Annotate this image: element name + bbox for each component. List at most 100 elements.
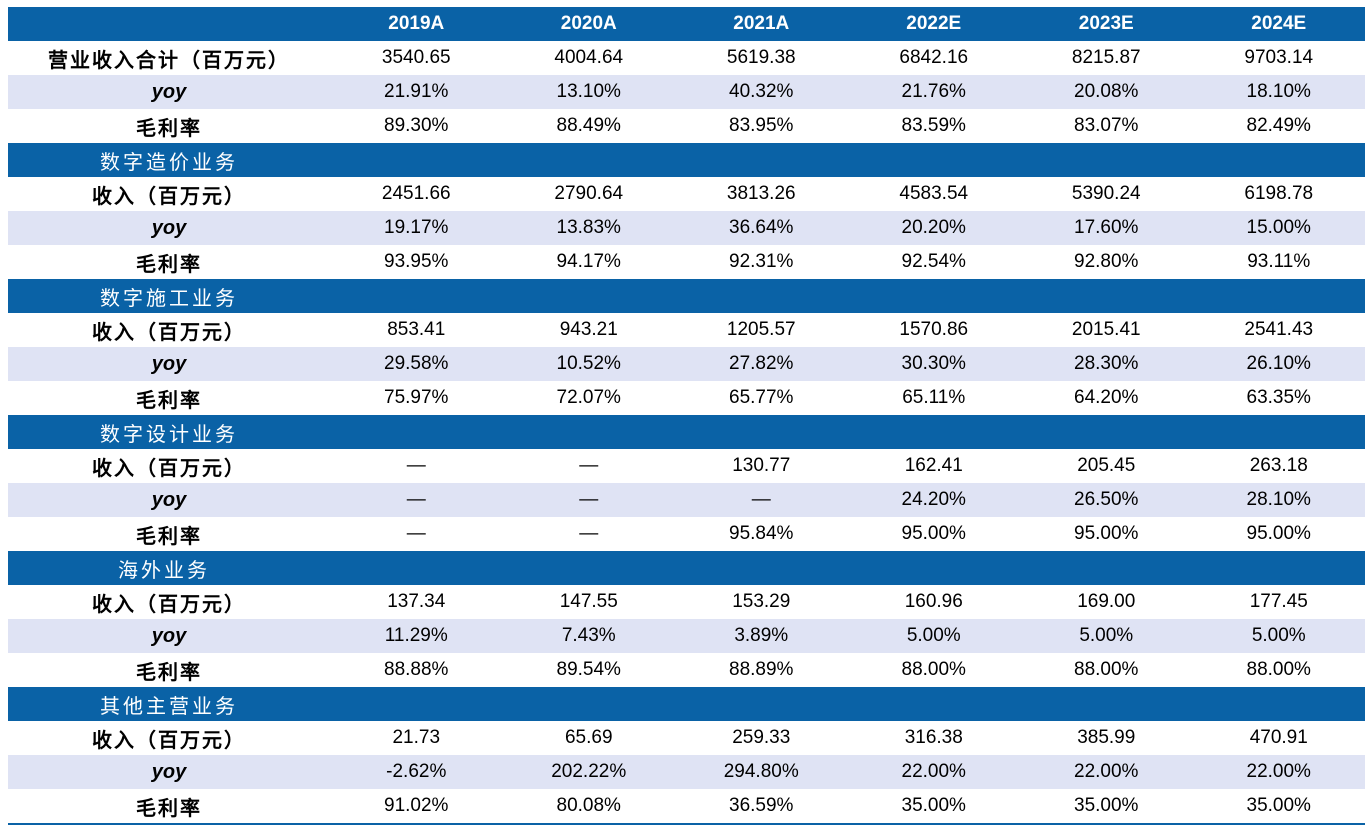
table-row: 毛利率 88.88% 89.54% 88.89% 88.00% 88.00% 8… — [8, 653, 1365, 687]
row-label: 毛利率 — [136, 795, 202, 820]
table-cell: 177.45 — [1249, 591, 1308, 612]
section-header-digital-construction: 数字施工业务 — [8, 279, 1365, 313]
table-cell: 8215.87 — [1071, 47, 1141, 68]
table-cell: 83.07% — [1074, 115, 1139, 136]
table-cell: 92.80% — [1074, 251, 1139, 272]
table-cell: 83.95% — [729, 115, 794, 136]
section-title: 其他主营业务 — [8, 687, 1365, 721]
header-cell-2022e: 2022E — [847, 7, 1020, 41]
table-cell: 27.82% — [675, 347, 848, 381]
table-cell: 92.31% — [729, 251, 794, 272]
table-cell: 30.30% — [847, 347, 1020, 381]
table-cell: 82.49% — [1246, 115, 1311, 136]
header-cell-label — [8, 7, 330, 41]
header-cell-2021a: 2021A — [675, 7, 848, 41]
row-label: yoy — [8, 211, 330, 245]
table-cell: 75.97% — [384, 387, 449, 408]
row-label: yoy — [8, 619, 330, 653]
table-cell: 10.52% — [502, 347, 675, 381]
row-label: 收入（百万元） — [92, 183, 246, 208]
table-cell: 80.08% — [556, 795, 621, 816]
table-cell: 169.00 — [1077, 591, 1136, 612]
table-cell: 95.00% — [1074, 523, 1139, 544]
table-cell: 88.00% — [901, 659, 966, 680]
table-cell: 20.08% — [1020, 75, 1193, 109]
table-cell: 4004.64 — [554, 47, 624, 68]
table-cell: 470.91 — [1249, 727, 1308, 748]
table-cell: 19.17% — [330, 211, 503, 245]
table-cell: 89.54% — [556, 659, 621, 680]
table-cell: 2790.64 — [554, 183, 624, 204]
section-header-other-main-business: 其他主营业务 — [8, 687, 1365, 721]
table-cell: 94.17% — [556, 251, 621, 272]
table-cell: 20.20% — [847, 211, 1020, 245]
table-cell: 9703.14 — [1244, 47, 1314, 68]
table-cell: 5.00% — [1192, 619, 1365, 653]
row-label: yoy — [8, 483, 330, 517]
table-cell: 22.00% — [1192, 755, 1365, 789]
table-row: 收入（百万元） 2451.66 2790.64 3813.26 4583.54 … — [8, 177, 1365, 211]
table-cell: 22.00% — [847, 755, 1020, 789]
section-title: 数字设计业务 — [8, 415, 1365, 449]
table-cell: 21.91% — [330, 75, 503, 109]
table-cell: 95.84% — [729, 523, 794, 544]
header-row: 2019A 2020A 2021A 2022E 2023E 2024E — [8, 7, 1365, 41]
table-cell: 63.35% — [1246, 387, 1311, 408]
table-cell: — — [406, 455, 426, 476]
section-header-digital-design: 数字设计业务 — [8, 415, 1365, 449]
table-cell: 22.00% — [1020, 755, 1193, 789]
table-row: 毛利率 91.02% 80.08% 36.59% 35.00% 35.00% 3… — [8, 789, 1365, 823]
table-row: 毛利率 75.97% 72.07% 65.77% 65.11% 64.20% 6… — [8, 381, 1365, 415]
table-cell: 2541.43 — [1244, 319, 1314, 340]
table-cell: 65.77% — [729, 387, 794, 408]
revenue-breakdown-table: 2019A 2020A 2021A 2022E 2023E 2024E 营业收入… — [8, 7, 1365, 823]
table-cell: 147.55 — [559, 591, 618, 612]
table-cell: 89.30% — [384, 115, 449, 136]
row-label: 毛利率 — [136, 387, 202, 412]
table-cell: 65.11% — [902, 387, 966, 408]
table-cell: 35.00% — [1074, 795, 1139, 816]
table-cell: 385.99 — [1077, 727, 1136, 748]
table-cell: 36.59% — [729, 795, 794, 816]
table-row: yoy -2.62% 202.22% 294.80% 22.00% 22.00%… — [8, 755, 1365, 789]
table-cell: — — [330, 483, 503, 517]
table-cell: 21.76% — [847, 75, 1020, 109]
table-cell: 294.80% — [675, 755, 848, 789]
table-row: yoy 11.29% 7.43% 3.89% 5.00% 5.00% 5.00% — [8, 619, 1365, 653]
row-label: 毛利率 — [136, 659, 202, 684]
table-cell: 4583.54 — [899, 183, 969, 204]
table-cell: 72.07% — [556, 387, 621, 408]
table-cell: 40.32% — [675, 75, 848, 109]
table-cell: 1570.86 — [899, 319, 969, 340]
row-label: yoy — [8, 75, 330, 109]
table-cell: 11.29% — [330, 619, 503, 653]
table-cell: -2.62% — [330, 755, 503, 789]
table-cell: 316.38 — [904, 727, 963, 748]
table-cell: 91.02% — [384, 795, 449, 816]
table-cell: 28.30% — [1020, 347, 1193, 381]
table-cell: 259.33 — [732, 727, 791, 748]
table-cell: 5390.24 — [1071, 183, 1141, 204]
table-cell: 137.34 — [387, 591, 446, 612]
table-cell: — — [579, 455, 599, 476]
row-label: 毛利率 — [136, 115, 202, 140]
table-cell: — — [502, 483, 675, 517]
table-cell: 24.20% — [847, 483, 1020, 517]
section-header-overseas: 海外业务 — [8, 551, 1365, 585]
table-cell: — — [406, 523, 426, 544]
table-cell: 95.00% — [1246, 523, 1311, 544]
table-cell: 93.95% — [384, 251, 449, 272]
table-cell: 88.49% — [556, 115, 621, 136]
table-cell: 263.18 — [1249, 455, 1308, 476]
table-row: yoy 19.17% 13.83% 36.64% 20.20% 17.60% 1… — [8, 211, 1365, 245]
table-cell: 7.43% — [502, 619, 675, 653]
table-cell: — — [675, 483, 848, 517]
section-header-digital-costing: 数字造价业务 — [8, 143, 1365, 177]
table-cell: 2451.66 — [381, 183, 451, 204]
table-cell: 3540.65 — [381, 47, 451, 68]
header-cell-2020a: 2020A — [502, 7, 675, 41]
table-cell: 29.58% — [330, 347, 503, 381]
table-cell: 853.41 — [387, 319, 446, 340]
row-label: yoy — [8, 755, 330, 789]
row-label: 营业收入合计（百万元） — [48, 47, 290, 72]
